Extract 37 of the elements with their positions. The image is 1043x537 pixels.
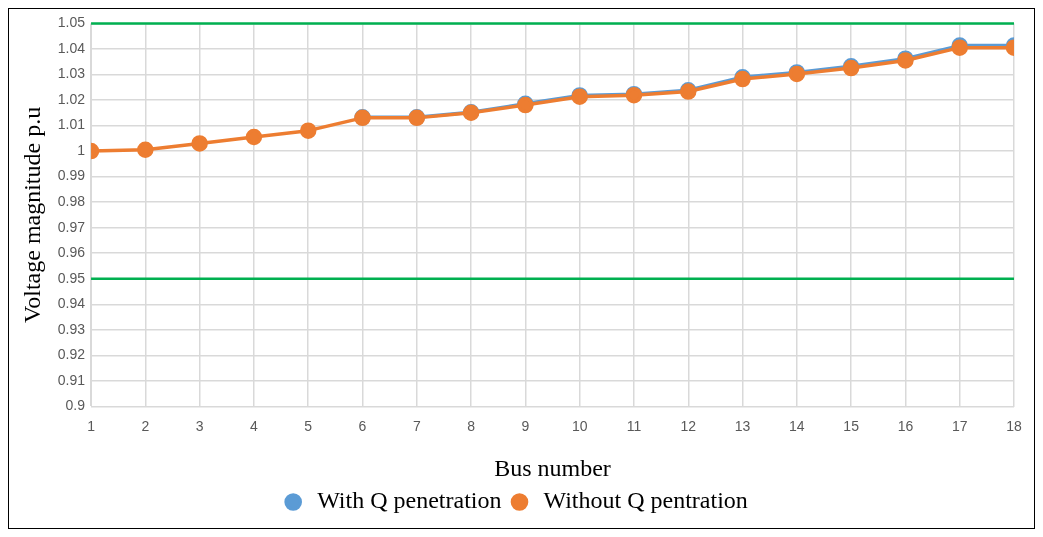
y-tick-label: 1.03 [57,65,86,82]
x-tick-label: 16 [897,417,914,434]
y-tick-label: 0.93 [57,320,86,337]
x-tick-label: 9 [521,417,530,434]
legend-label: Without Q pentration [543,487,748,514]
x-tick-label: 14 [789,417,805,434]
y-tick-label: 0.95 [57,269,86,286]
x-tick-label: 3 [195,417,204,434]
y-tick-label: 0.9 [65,397,86,414]
y-tick-label: 1 [77,141,86,158]
x-tick-label: 10 [571,417,588,434]
x-tick-label: 8 [467,417,476,434]
y-tick-label: 0.91 [57,371,86,388]
x-tick-label: 17 [951,417,968,434]
y-tick-label: 1.01 [57,116,86,133]
legend-label: With Q penetration [317,487,502,514]
y-tick-label: 0.94 [57,295,86,312]
x-tick-label: 12 [680,417,697,434]
y-tick-label: 1.05 [57,14,86,31]
y-axis-title: Voltage magnitude p.u [18,106,45,323]
x-tick-label: 15 [843,417,860,434]
y-tick-label: 0.92 [57,346,86,363]
x-tick-label: 4 [250,417,259,434]
x-tick-label: 18 [1006,417,1022,434]
x-tick-label: 6 [358,417,367,434]
y-tick-label: 0.98 [57,192,86,209]
x-axis-title: Bus number [494,454,611,481]
y-tick-label: 1.02 [57,90,86,107]
y-tick-label: 0.97 [57,218,86,235]
x-tick-label: 13 [734,417,751,434]
y-tick-label: 1.04 [57,39,86,56]
x-tick-label: 5 [304,417,313,434]
x-tick-label: 7 [412,417,421,434]
y-tick-label: 0.99 [57,167,86,184]
x-tick-label: 2 [141,417,150,434]
y-tick-label: 0.96 [57,244,86,261]
x-tick-label: 11 [626,417,642,434]
